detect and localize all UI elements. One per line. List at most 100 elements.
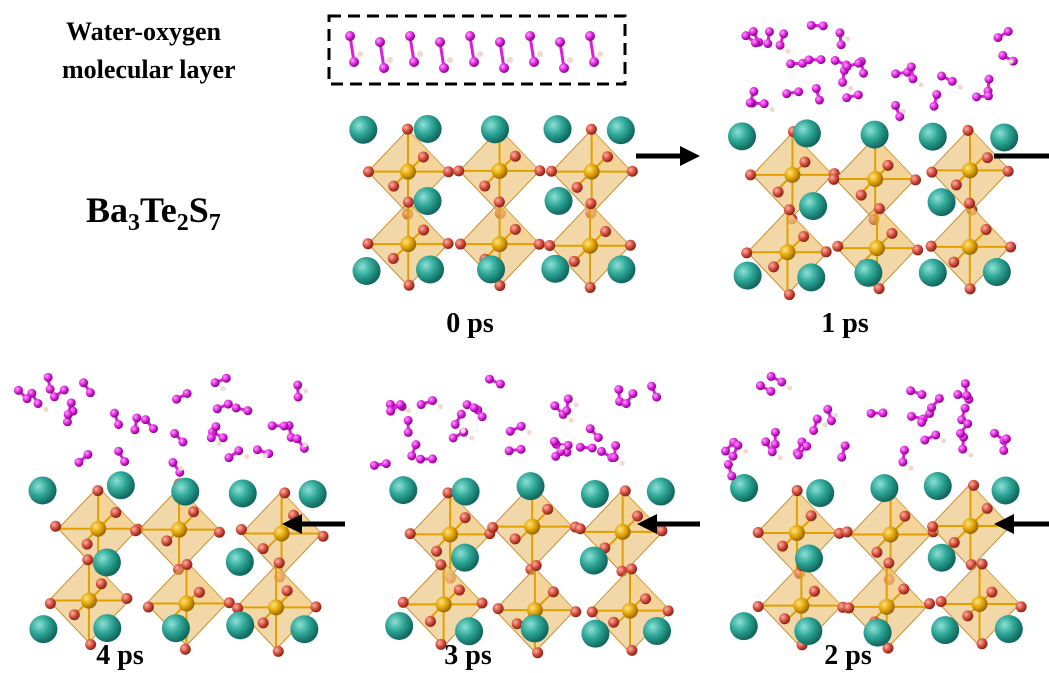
oxygen-atom — [854, 90, 863, 99]
sulfur-atom — [1016, 601, 1027, 612]
hydrogen-atom — [833, 413, 838, 418]
oxygen-atom — [345, 31, 355, 41]
sulfur-atom — [799, 156, 810, 167]
sulfur-atom — [181, 559, 192, 570]
oxygen-atom — [178, 438, 187, 447]
time-label: 0 ps — [446, 308, 494, 339]
page: Water-oxygen molecular layer Ba3Te2S7 0 … — [0, 0, 1049, 673]
oxygen-atom — [586, 424, 595, 433]
oxygen-atom — [23, 394, 32, 403]
oxygen-atom — [776, 41, 785, 50]
sulfur-atom — [443, 238, 454, 249]
barium-atom — [793, 119, 821, 147]
oxygen-atom — [962, 391, 971, 400]
hydrogen-atom — [787, 385, 792, 390]
sulfur-atom — [546, 166, 557, 177]
oxygen-atom — [813, 415, 822, 424]
oxygen-atom — [827, 416, 836, 425]
sulfur-atom — [273, 646, 284, 657]
sulfur-atom — [602, 151, 613, 162]
oxygen-atom — [183, 389, 192, 398]
sulfur-atom — [274, 557, 285, 568]
oxygen-atom — [417, 400, 426, 409]
sulfur-atom — [531, 560, 542, 571]
sulfur-atom — [926, 167, 937, 178]
oxygen-atom — [917, 390, 926, 399]
sulfur-atom — [258, 543, 269, 554]
oxygen-atom — [993, 33, 1002, 42]
hydrogen-atom — [43, 407, 48, 412]
oxygen-atom — [777, 377, 786, 386]
oxygen-atom — [64, 410, 73, 419]
oxygen-atom — [931, 430, 940, 439]
oxygen-atom — [917, 418, 926, 427]
time-label: 3 ps — [444, 640, 492, 671]
hydrogen-atom — [918, 82, 923, 87]
sulfur-atom — [798, 231, 809, 242]
oxygen-atom — [771, 428, 780, 437]
hydrogen-atom — [417, 51, 423, 57]
oxygen-atom — [404, 428, 413, 437]
barium-atom — [607, 255, 635, 283]
sulfur-atom — [982, 152, 993, 163]
oxygen-atom — [449, 433, 458, 442]
oxygen-atom — [562, 406, 571, 415]
oxygen-atom — [741, 31, 750, 40]
sulfur-atom — [569, 256, 580, 267]
oxygen-atom — [564, 441, 573, 450]
hydrogen-atom — [1008, 59, 1013, 64]
sulfur-atom — [214, 527, 225, 538]
oxygen-atom — [349, 57, 359, 67]
tellurium-atom — [784, 167, 800, 183]
barium-atom — [647, 478, 675, 506]
barium-atom — [521, 614, 549, 642]
barium-atom — [229, 479, 257, 507]
sulfur-atom — [82, 554, 93, 565]
barium-atom — [581, 620, 609, 648]
sulfur-atom — [405, 528, 416, 539]
arrow-head — [680, 146, 700, 166]
oxygen-atom — [293, 381, 302, 390]
sulfur-atom — [1005, 241, 1016, 252]
sulfur-atom — [626, 563, 637, 574]
barium-atom — [29, 615, 57, 643]
sulfur-atom — [194, 587, 205, 598]
oxygen-atom — [114, 447, 123, 456]
barium-atom — [226, 548, 254, 576]
oxygen-atom — [213, 404, 222, 413]
sulfur-atom — [632, 511, 643, 522]
oxygen-atom — [835, 28, 844, 37]
sulfur-atom — [962, 610, 973, 621]
sulfur-atom — [626, 645, 637, 656]
sulfur-atom — [69, 609, 80, 620]
tellurium-atom — [178, 596, 194, 612]
sulfur-atom — [871, 547, 882, 558]
sulfur-atom — [784, 204, 795, 215]
subscript: 3 — [128, 210, 140, 236]
oxygen-atom — [961, 379, 970, 388]
tellurium-atom — [883, 527, 899, 543]
oxygen-atom — [597, 447, 606, 456]
sulfur-atom — [388, 181, 399, 192]
oxygen-atom — [761, 437, 770, 446]
tellurium-atom — [622, 603, 638, 619]
sulfur-atom — [948, 257, 959, 268]
tellurium-atom — [962, 162, 978, 178]
oxygen-atom — [866, 409, 875, 418]
sulfur-atom — [773, 187, 784, 198]
tellurium-atom — [442, 526, 458, 542]
oxygen-atom — [451, 420, 460, 429]
oxygen-atom — [370, 461, 379, 470]
sulfur-atom — [454, 584, 465, 595]
oxygen-atom — [998, 51, 1007, 60]
barium-atom — [990, 123, 1018, 151]
oxygen-atom — [628, 389, 637, 398]
barium-atom — [29, 476, 57, 504]
hydrogen-atom — [958, 85, 963, 90]
hydrogen-atom — [941, 438, 946, 443]
sulfur-atom — [656, 525, 667, 536]
oxygen-atom — [86, 388, 95, 397]
sulfur-atom — [455, 239, 466, 250]
sulfur-atom — [587, 606, 598, 617]
oxygen-atom — [838, 78, 847, 87]
